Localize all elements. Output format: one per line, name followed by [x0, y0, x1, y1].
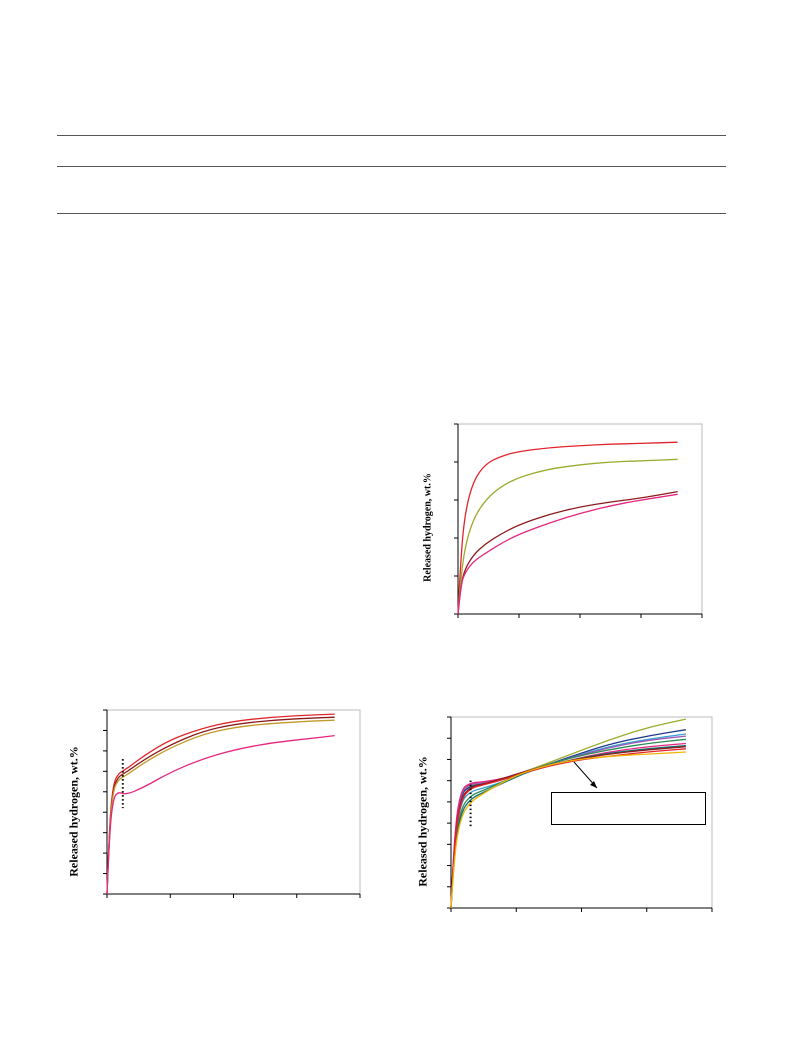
series-line-4: [457, 493, 678, 615]
series-line-2: [457, 458, 678, 615]
chart-1-ylabel: Released hydrogen, wt.%: [422, 473, 434, 582]
table-header-rule: [57, 166, 726, 167]
chart-1-plot: [454, 423, 703, 618]
figure-chart-1: Released hydrogen, wt.%: [400, 410, 730, 635]
series-line-1: [106, 713, 335, 895]
plot-frame: [457, 423, 703, 615]
table-top-rule: [57, 135, 726, 136]
table-bottom-rule: [57, 213, 726, 214]
series-line-8: [450, 746, 686, 909]
figure-chart-2: Released hydrogen, wt.%: [50, 700, 380, 910]
annotation-box: [551, 792, 706, 825]
series-line-4: [106, 734, 335, 895]
series-line-6: [450, 742, 686, 909]
chart-3-ylabel: Released hydrogen, wt.%: [415, 756, 430, 887]
chart-3-plot: [447, 716, 713, 912]
series-line-3: [457, 490, 678, 615]
series-line-2: [106, 716, 335, 895]
series-line-10: [450, 751, 686, 909]
chart-2-plot: [103, 709, 361, 898]
series-line-7: [450, 744, 686, 909]
annotation-arrow-head: [590, 781, 597, 788]
chart-2-ylabel: Released hydrogen, wt.%: [66, 746, 81, 877]
figure-chart-3: Released hydrogen, wt.%: [400, 710, 730, 920]
series-line-1: [457, 441, 678, 615]
series-line-3: [106, 719, 335, 895]
series-line-9: [450, 748, 686, 909]
